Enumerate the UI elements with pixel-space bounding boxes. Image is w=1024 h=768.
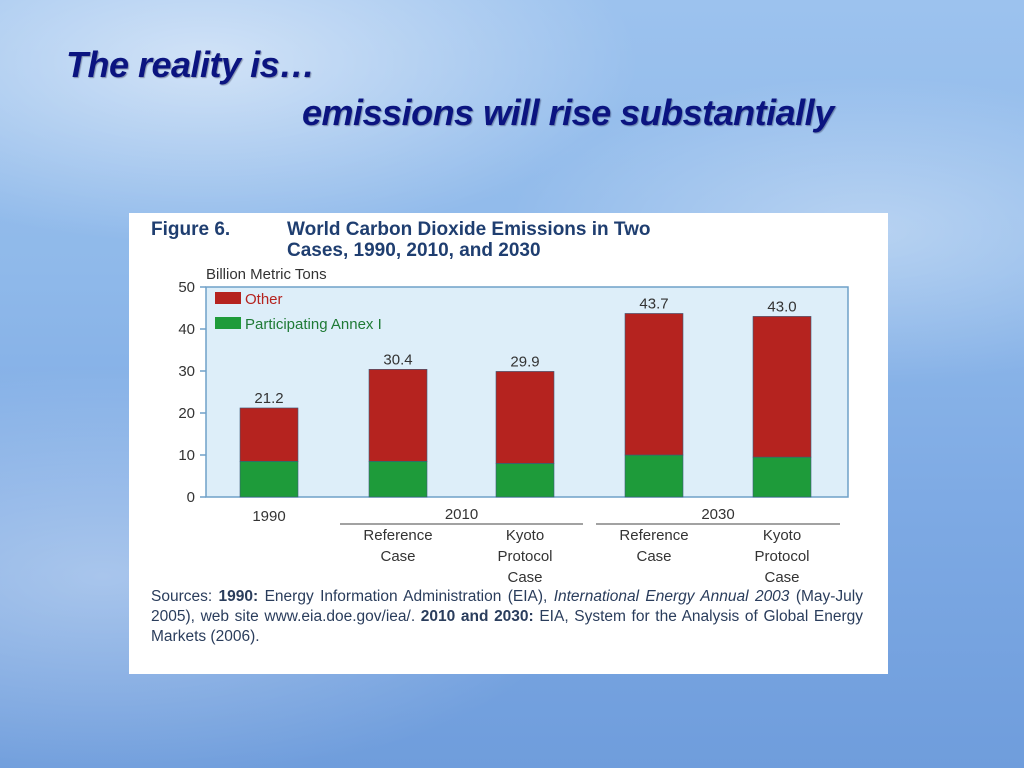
- sources-2010-2030: 2010 and 2030:: [420, 608, 534, 625]
- figure-title-line1: World Carbon Dioxide Emissions in Two: [287, 219, 651, 240]
- figure-label: Figure 6.: [151, 219, 231, 240]
- y-axis-label: Billion Metric Tons: [206, 266, 327, 283]
- figure-title-line2: Cases, 1990, 2010, and 2030: [287, 240, 541, 261]
- sources-publication: International Energy Annual 2003: [553, 588, 790, 605]
- bar-segment: [368, 461, 428, 498]
- legend-swatch: [215, 317, 241, 329]
- bar-segment: [624, 313, 684, 456]
- legend-swatch: [215, 292, 241, 304]
- x-category-label: Reference: [619, 527, 688, 544]
- x-category-label: Case: [507, 569, 542, 586]
- x-category-label: 1990: [252, 508, 285, 525]
- bar-segment: [239, 407, 299, 462]
- bar-total-label: 21.2: [254, 390, 283, 407]
- bar-total-label: 43.0: [767, 298, 796, 315]
- y-tick-label: 10: [178, 447, 195, 464]
- x-category-label: Case: [764, 569, 799, 586]
- x-category-label: Case: [380, 548, 415, 565]
- x-category-label: Protocol: [754, 548, 809, 565]
- bar-segment: [495, 371, 555, 464]
- bar-segment: [752, 316, 812, 458]
- y-tick-label: 40: [178, 321, 195, 338]
- stacked-bar-chart: Billion Metric Tons0102030405021.2199030…: [178, 266, 849, 586]
- slide-title-line1: The reality is…: [66, 44, 315, 85]
- sources-text1: Energy Information Administration (EIA),: [258, 588, 554, 605]
- y-tick-label: 20: [178, 405, 195, 422]
- slide-title-line2: emissions will rise substantially: [302, 92, 834, 133]
- figure-sources: Sources: 1990: Energy Information Admini…: [151, 587, 863, 647]
- sources-text2: (May-July 2005), web site www.eia.doe.go…: [151, 588, 863, 625]
- x-category-label: Kyoto: [763, 527, 801, 544]
- sources-1990: 1990:: [218, 588, 259, 605]
- bar-segment: [239, 461, 299, 498]
- bar-segment: [624, 454, 684, 498]
- x-group-label: 2010: [445, 506, 478, 523]
- figure-panel: Figure 6. World Carbon Dioxide Emissions …: [129, 213, 888, 674]
- bar-total-label: 43.7: [639, 295, 668, 312]
- bar-total-label: 29.9: [510, 353, 539, 370]
- x-category-label: Protocol: [497, 548, 552, 565]
- x-category-label: Case: [636, 548, 671, 565]
- bar-total-label: 30.4: [383, 351, 412, 368]
- sources-text3: EIA, System for the Analysis of Global E…: [151, 608, 864, 645]
- bar-segment: [752, 456, 812, 498]
- bar-segment: [495, 463, 555, 498]
- x-group-label: 2030: [701, 506, 734, 523]
- legend-label: Other: [245, 291, 283, 308]
- y-tick-label: 0: [187, 489, 195, 506]
- x-category-label: Kyoto: [506, 527, 544, 544]
- legend-label: Participating Annex I: [245, 316, 382, 333]
- bar-segment: [368, 369, 428, 462]
- figure-title: Figure 6. World Carbon Dioxide Emissions …: [151, 219, 871, 261]
- x-category-label: Reference: [363, 527, 432, 544]
- y-tick-label: 30: [178, 363, 195, 380]
- y-tick-label: 50: [178, 279, 195, 296]
- sources-prefix: Sources:: [151, 588, 219, 605]
